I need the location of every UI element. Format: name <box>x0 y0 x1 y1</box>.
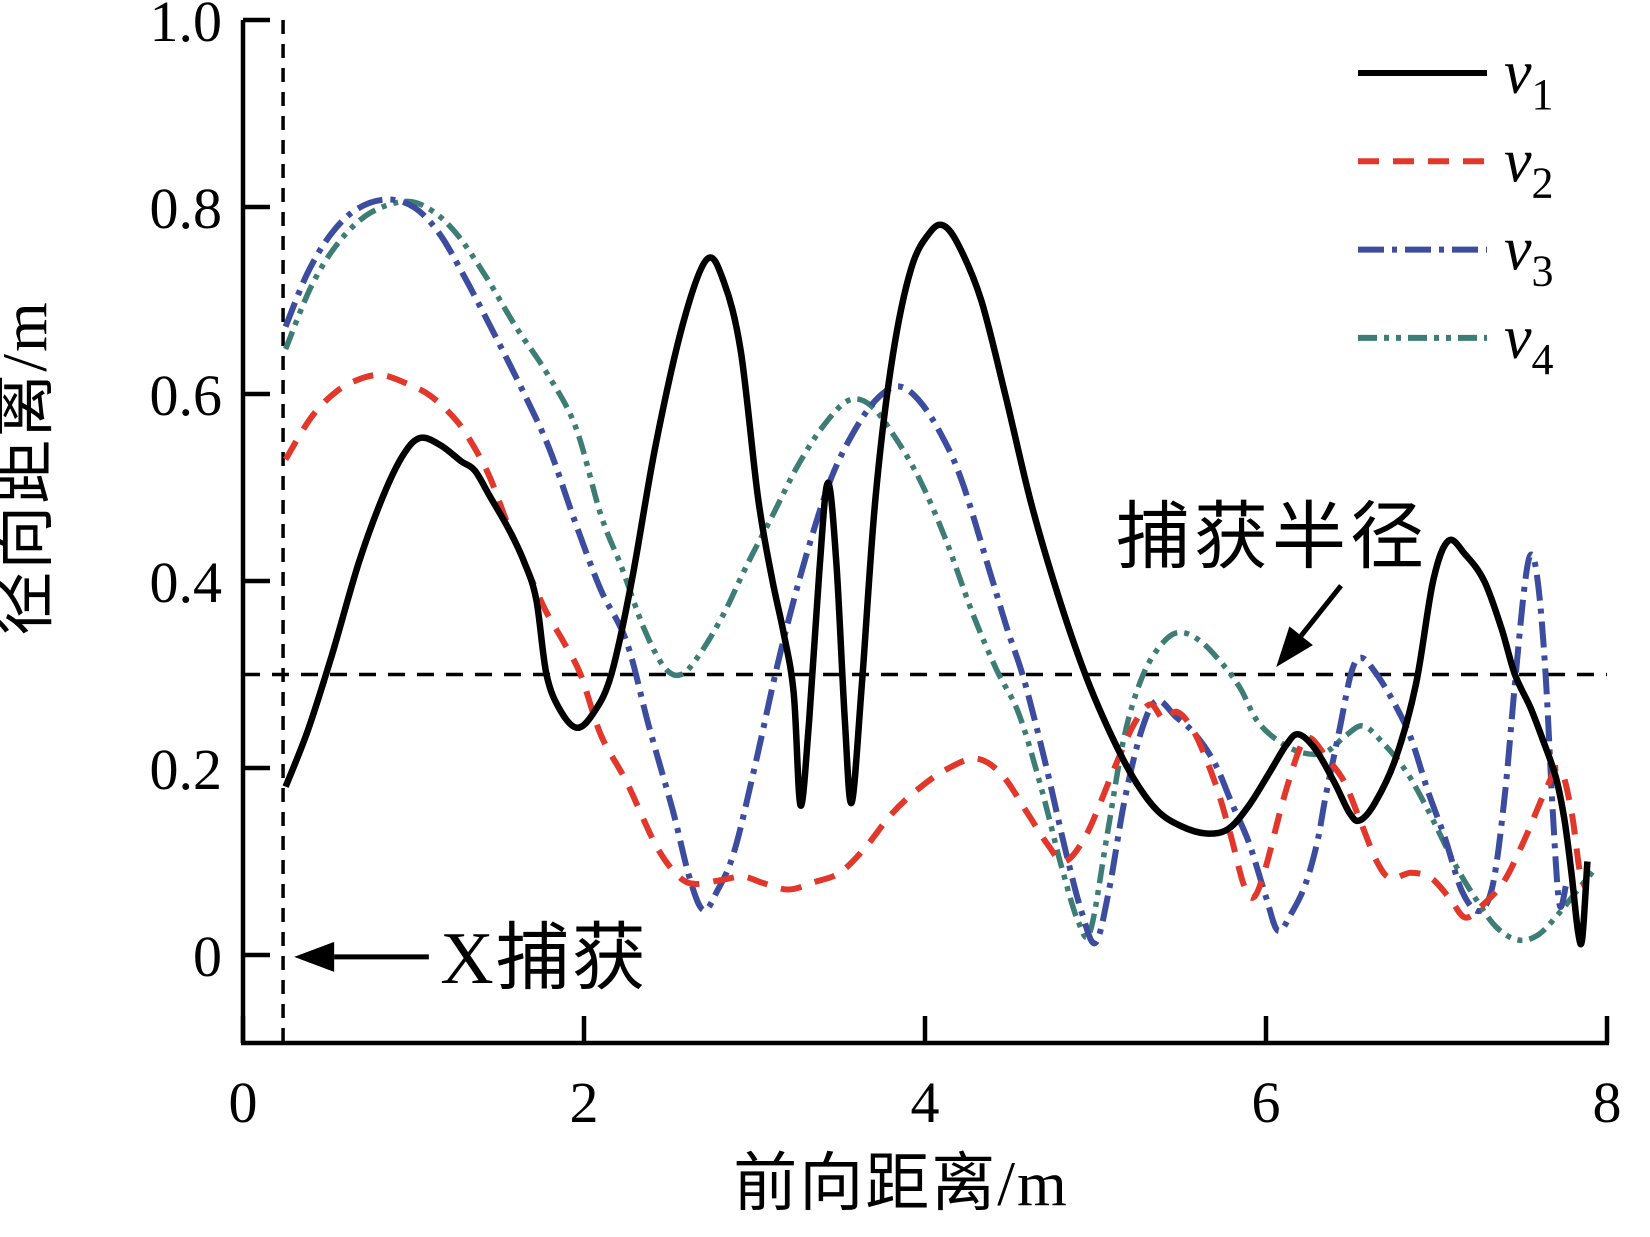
legend-label-v1: v1 <box>1504 39 1554 119</box>
y-tick-label: 0 <box>193 924 222 989</box>
x-tick-label: 4 <box>911 1070 940 1135</box>
capture-radius-label-arrow-head <box>1276 626 1313 668</box>
y-tick-label: 0.6 <box>150 363 223 428</box>
series-line-v3 <box>282 196 1570 947</box>
legend-label-v4: v4 <box>1504 304 1554 384</box>
series-line-v4 <box>283 198 1598 944</box>
x-tick-label: 8 <box>1593 1070 1622 1135</box>
capture-radius-label: 捕获半径 <box>1116 497 1428 579</box>
legend-label-v3: v3 <box>1504 216 1554 296</box>
y-tick-label: 0.4 <box>150 550 223 615</box>
y-tick-label: 0.2 <box>150 737 223 802</box>
x-tick-label: 0 <box>229 1070 258 1135</box>
y-tick-label: 0.8 <box>150 176 223 241</box>
x-tick-label: 2 <box>570 1070 599 1135</box>
series-line-v2 <box>283 372 1590 921</box>
x-capture-label-arrow-head <box>294 941 335 972</box>
y-tick-label: 1.0 <box>150 0 223 54</box>
x-capture-label: X捕获 <box>440 918 647 1000</box>
capture-radius-label-arrow-line <box>1299 584 1343 638</box>
series-line-v1 <box>282 221 1591 948</box>
legend-label-v2: v2 <box>1504 127 1554 207</box>
x-tick-label: 6 <box>1252 1070 1281 1135</box>
y-axis-title: 径向距离/m <box>0 300 60 636</box>
x-axis-title: 前向距离/m <box>733 1148 1069 1219</box>
